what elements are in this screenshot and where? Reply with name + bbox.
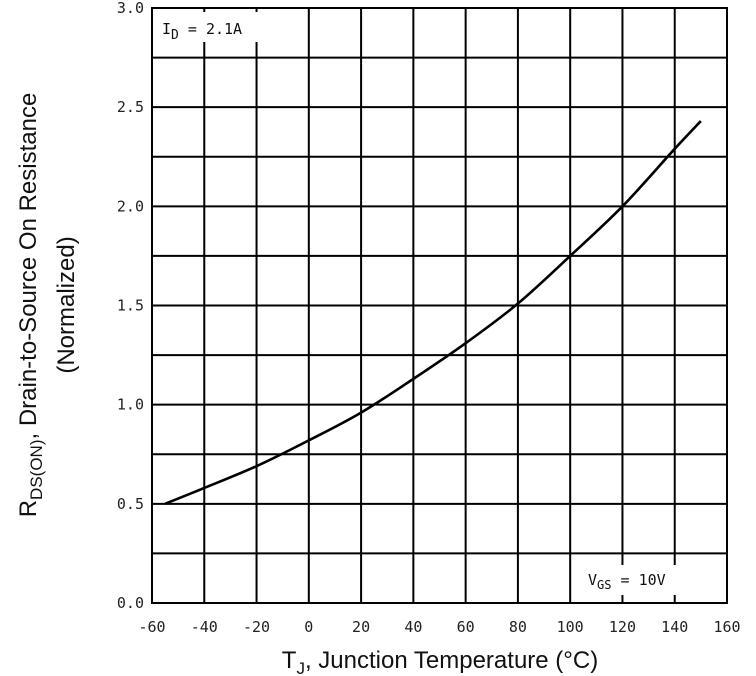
x-tick-label: -60: [138, 618, 165, 636]
x-tick-label: 140: [661, 618, 688, 636]
y-axis-label-line1: RDS(ON), Drain-to-Source On Resistance: [15, 93, 46, 518]
y-tick-label: 0.0: [117, 594, 144, 612]
x-axis-label: TJ, Junction Temperature (°C): [282, 647, 598, 676]
annotation-id-sub: D: [171, 28, 179, 43]
grid: [152, 8, 727, 603]
x-tick-label: 80: [509, 618, 527, 636]
x-tick-label: -20: [243, 618, 270, 636]
plot-frame: [151, 7, 728, 604]
y-tick-label: 1.5: [117, 297, 144, 315]
annotation-vgs-bg: [580, 565, 720, 595]
annotation-vgs: VGS = 10V: [588, 571, 666, 592]
y-tick-label: 2.0: [117, 197, 144, 215]
series-line: [164, 120, 702, 506]
x-tick-label: 100: [557, 618, 584, 636]
annotation-id-box: ID = 2.1A: [156, 12, 284, 43]
y-axis-label-post: , Drain-to-Source On Resistance: [15, 93, 42, 440]
annotation-id-bg: [156, 12, 284, 42]
x-tick-label: 60: [457, 618, 475, 636]
annotation-id-post: = 2.1A: [179, 20, 242, 38]
y-tick-label: 1.0: [117, 396, 144, 414]
annotation-vgs-post: = 10V: [611, 571, 665, 589]
y-tick-label: 0.5: [117, 495, 144, 513]
annotation-id: ID = 2.1A: [162, 20, 242, 43]
series: [164, 120, 702, 506]
x-tick-label: 120: [609, 618, 636, 636]
annotation-vgs-sub: GS: [597, 578, 611, 592]
x-tick-label: 0: [304, 618, 313, 636]
y-tick-labels: 0.0 0.5 1.0 1.5 2.0 2.5 3.0: [117, 0, 144, 612]
annotation-vgs-box: VGS = 10V: [580, 565, 720, 595]
x-axis-label-sub: J: [296, 659, 305, 676]
y-axis-label-sub: DS(ON): [27, 440, 46, 500]
annotation-vgs-pre: V: [588, 571, 597, 589]
x-tick-label: 40: [404, 618, 422, 636]
annotation-id-pre: I: [162, 20, 171, 38]
x-tick-labels: -60 -40 -20 0 20 40 60 80 100 120 140 160: [138, 618, 740, 636]
x-tick-label: 160: [713, 618, 740, 636]
y-tick-label: 3.0: [117, 0, 144, 17]
x-tick-label: -40: [191, 618, 218, 636]
y-axis-label-line2: (Normalized): [53, 236, 80, 373]
y-tick-label: 2.5: [117, 98, 144, 116]
x-axis-label-pre: T: [282, 647, 297, 674]
x-axis-label-post: , Junction Temperature (°C): [305, 647, 598, 674]
y-axis-label-pre: R: [15, 500, 42, 517]
x-tick-label: 20: [352, 618, 370, 636]
